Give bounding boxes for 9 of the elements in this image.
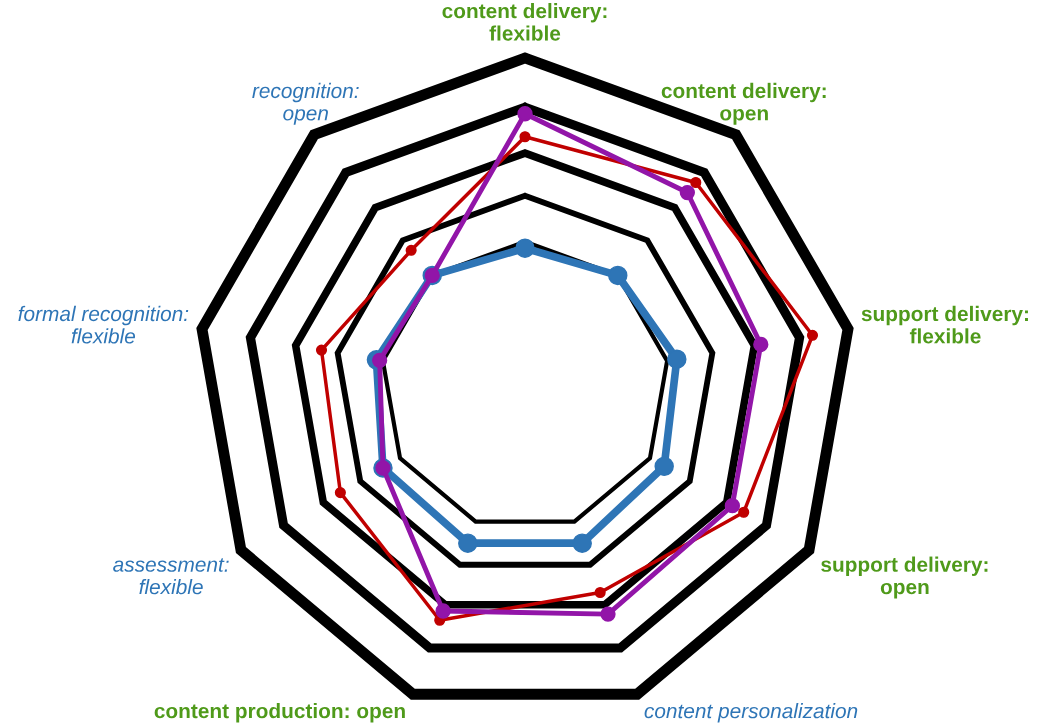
spoke-label: content personalization <box>644 703 858 723</box>
spoke-label: assessment: flexible <box>113 558 229 595</box>
spoke-label: content production: open <box>154 703 405 723</box>
spoke-label: recognition: open <box>252 82 359 125</box>
spoke-label: support delivery: flexible <box>861 305 1028 344</box>
spoke-label: content delivery: flexible <box>442 3 607 41</box>
spoke-label: content delivery: open <box>661 82 826 125</box>
spoke-label: support delivery: open <box>821 556 988 599</box>
spoke-label: formal recognition: flexible <box>18 305 189 344</box>
